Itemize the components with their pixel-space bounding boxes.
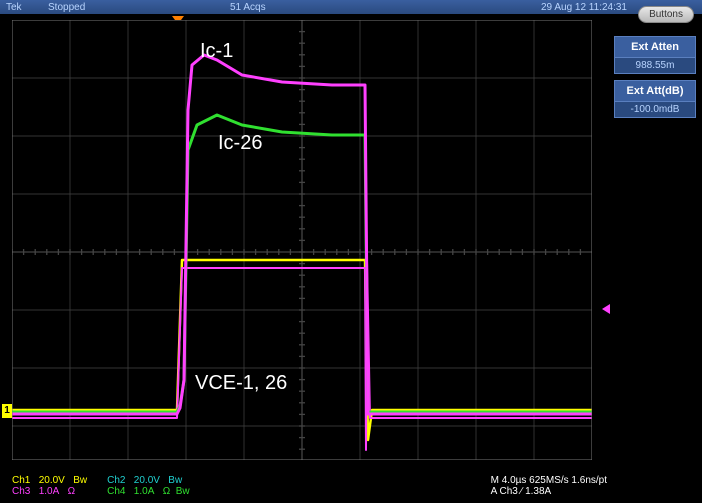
acq-count: 51 Acqs xyxy=(230,2,266,13)
ch2-ch4-info: Ch2 20.0V Bw Ch4 1.0A Ω Bw xyxy=(107,475,190,499)
ext-att-db-panel[interactable]: Ext Att(dB) -100.0mdB xyxy=(614,80,696,118)
ch1-bw: Bw xyxy=(73,475,87,486)
main-area: 1 Ic-1 Ic-26 VCE-1, 26 xyxy=(0,14,607,475)
ch1-scale: 20.0V xyxy=(39,475,65,486)
ch3-ohm: Ω xyxy=(68,486,75,497)
timestamp: 29 Aug 12 11:24:31 xyxy=(541,2,627,13)
ch1-ch3-info: Ch1 20.0V Bw Ch3 1.0A Ω xyxy=(12,475,87,499)
ext-atten-value: 988.55m xyxy=(615,57,695,73)
timebase-readout: M 4.0µs 625MS/s 1.6ns/pt xyxy=(491,475,607,486)
annotation-ic1: Ic-1 xyxy=(200,40,233,63)
ch1-ground-marker: 1 xyxy=(2,404,12,418)
top-bar: Tek Stopped 51 Acqs 29 Aug 12 11:24:31 xyxy=(0,0,702,14)
annotation-vce: VCE-1, 26 xyxy=(195,372,287,395)
trigger-readout: A Ch3 ∕ 1.38A xyxy=(491,486,607,497)
cursor-arrow-icon xyxy=(602,304,610,314)
buttons-button[interactable]: Buttons xyxy=(638,6,694,23)
ch4-label: Ch4 xyxy=(107,486,125,497)
ch3-scale: 1.0A xyxy=(39,486,60,497)
ext-atten-panel[interactable]: Ext Atten 988.55m xyxy=(614,36,696,74)
side-panel: Ext Atten 988.55m Ext Att(dB) -100.0mdB xyxy=(614,36,696,124)
ext-atten-title: Ext Atten xyxy=(617,41,693,53)
ch1-label: Ch1 xyxy=(12,475,30,486)
oscilloscope-display xyxy=(12,20,592,460)
ch2-scale: 20.0V xyxy=(134,475,160,486)
annotation-ic26: Ic-26 xyxy=(218,132,262,155)
ch4-scale: 1.0A xyxy=(134,486,155,497)
ch3-label: Ch3 xyxy=(12,486,30,497)
brand-label: Tek xyxy=(6,2,22,13)
footer-readout: Ch1 20.0V Bw Ch3 1.0A Ω Ch2 20.0V Bw Ch4… xyxy=(12,475,607,499)
timebase-trigger-info: M 4.0µs 625MS/s 1.6ns/pt A Ch3 ∕ 1.38A xyxy=(491,475,607,499)
ch4-ohm: Ω xyxy=(163,486,170,497)
ch2-bw: Bw xyxy=(168,475,182,486)
ext-att-db-value: -100.0mdB xyxy=(615,101,695,117)
ch2-label: Ch2 xyxy=(107,475,125,486)
acq-status: Stopped xyxy=(48,2,85,13)
ch4-bw: Bw xyxy=(176,486,190,497)
ext-att-db-title: Ext Att(dB) xyxy=(617,85,693,97)
